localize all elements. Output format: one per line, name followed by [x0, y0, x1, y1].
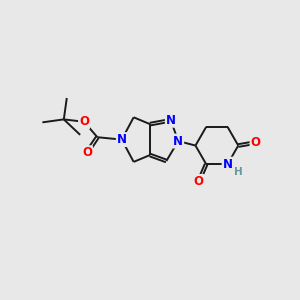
Text: O: O [79, 115, 89, 128]
Text: H: H [235, 167, 243, 177]
Text: N: N [117, 133, 127, 146]
Text: O: O [250, 136, 260, 149]
Text: N: N [223, 158, 232, 171]
Text: O: O [194, 175, 204, 188]
Text: N: N [166, 114, 176, 127]
Text: N: N [173, 135, 183, 148]
Text: O: O [82, 146, 92, 159]
